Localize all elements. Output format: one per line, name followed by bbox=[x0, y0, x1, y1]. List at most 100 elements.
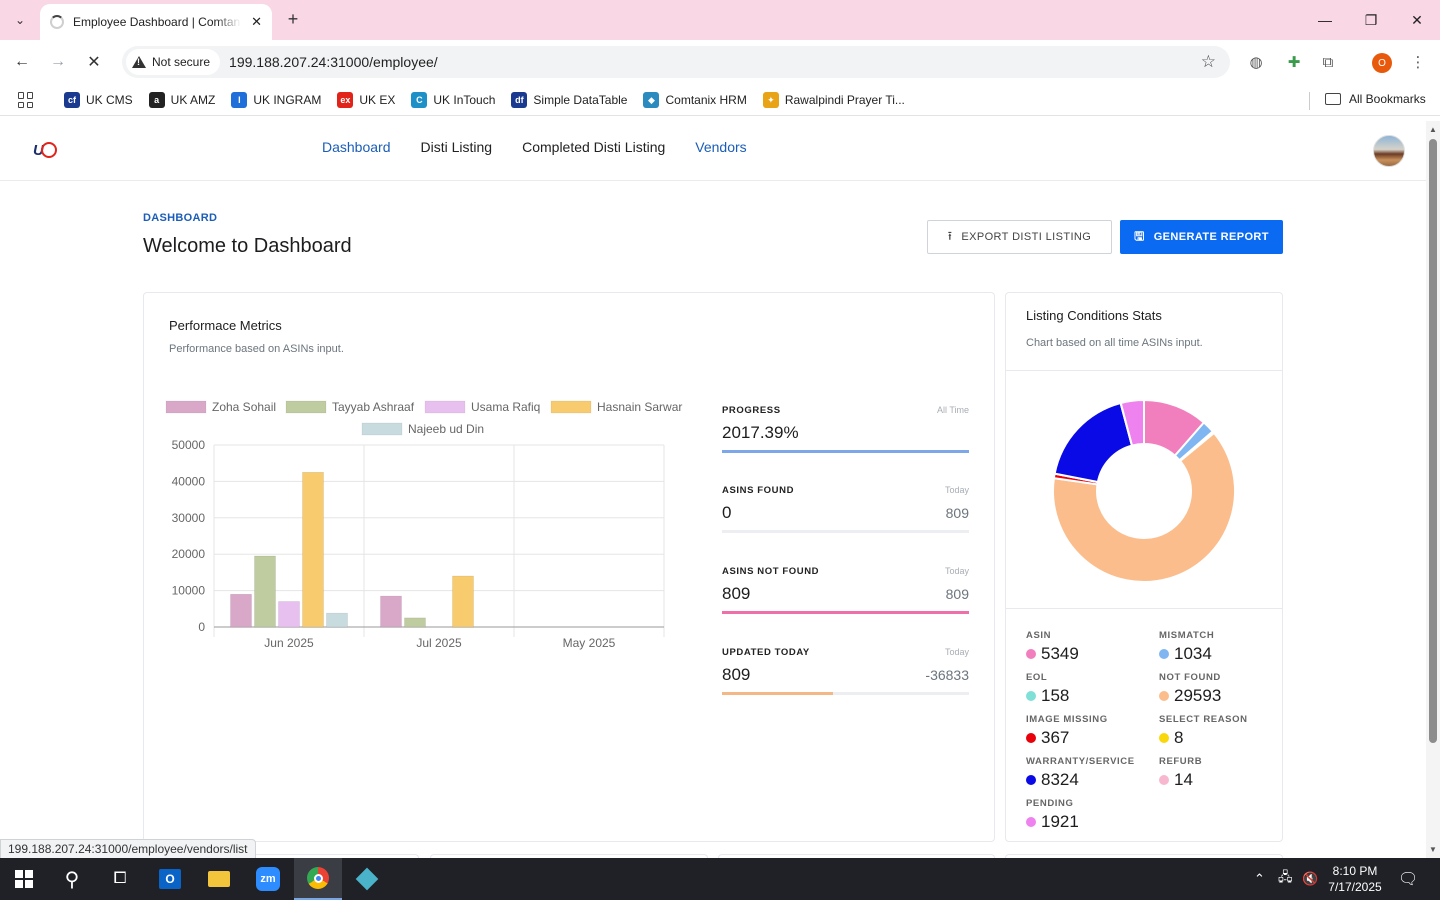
outlook-icon[interactable]: O bbox=[146, 858, 194, 900]
stat-select-reason: SELECT REASON 8 bbox=[1159, 714, 1279, 748]
stats-divider bbox=[1006, 608, 1282, 609]
volume-muted-icon[interactable]: 🔇 bbox=[1302, 871, 1319, 886]
stat-image-missing: IMAGE MISSING 367 bbox=[1026, 714, 1146, 748]
scroll-up-icon[interactable]: ▲ bbox=[1429, 125, 1437, 134]
bookmark-favicon-icon: ✦ bbox=[762, 92, 779, 108]
search-icon[interactable]: ⚲ bbox=[64, 868, 80, 891]
bookmark-star-icon[interactable]: ☆ bbox=[1200, 52, 1216, 71]
page-title: Welcome to Dashboard bbox=[143, 235, 352, 257]
nav-link-dashboard[interactable]: Dashboard bbox=[322, 139, 391, 155]
new-tab-icon[interactable]: + bbox=[287, 8, 299, 29]
stat-value: 5349 bbox=[1041, 644, 1079, 663]
stop-loading-icon[interactable]: ✕ bbox=[87, 54, 101, 71]
network-icon[interactable]: 🖧 bbox=[1278, 869, 1293, 884]
bookmark-item[interactable]: a UK AMZ bbox=[148, 92, 215, 108]
bookmark-item[interactable]: ✦ Rawalpindi Prayer Ti... bbox=[762, 92, 905, 108]
zoom-icon[interactable]: zm bbox=[244, 858, 292, 900]
chrome-icon[interactable] bbox=[294, 858, 342, 900]
stat-asin: ASIN 5349 bbox=[1026, 630, 1146, 664]
start-button[interactable] bbox=[0, 858, 48, 900]
restore-icon[interactable]: ❐ bbox=[1364, 11, 1378, 28]
stat-label: NOT FOUND bbox=[1159, 672, 1221, 683]
logo-mark-icon: U bbox=[33, 142, 44, 159]
upload-icon: ⭱ bbox=[947, 228, 953, 243]
close-tab-icon[interactable]: ✕ bbox=[251, 14, 262, 29]
browser-tab[interactable]: Employee Dashboard | Comtanix ✕ bbox=[40, 4, 272, 40]
nav-link-vendors[interactable]: Vendors bbox=[695, 139, 747, 155]
back-icon[interactable]: ← bbox=[14, 53, 30, 70]
minimize-icon[interactable]: — bbox=[1318, 12, 1332, 28]
metric-value: 809 bbox=[722, 665, 751, 684]
extensions-icon[interactable]: ⧉ bbox=[1322, 53, 1334, 71]
metric-progress-bar bbox=[722, 450, 969, 453]
task-view-icon[interactable]: ⧠ bbox=[113, 870, 127, 887]
nav-links: Dashboard Disti Listing Completed Disti Li… bbox=[322, 139, 777, 155]
stat-color-dot-icon bbox=[1159, 691, 1169, 701]
page-scrollbar[interactable]: ▲ ▼ bbox=[1426, 121, 1440, 858]
file-explorer-icon[interactable] bbox=[195, 858, 243, 900]
metric-period: Today bbox=[944, 647, 969, 657]
url-text[interactable]: 199.188.207.24:31000/employee/ bbox=[229, 54, 438, 70]
all-bookmarks-label: All Bookmarks bbox=[1349, 92, 1426, 106]
legend-swatch bbox=[424, 400, 466, 414]
forward-icon[interactable]: → bbox=[50, 53, 66, 70]
donut-slice-not-found[interactable] bbox=[1052, 431, 1236, 583]
page-content: U Dashboard Disti Listing Completed Disti … bbox=[0, 121, 1426, 858]
scroll-thumb[interactable] bbox=[1429, 139, 1437, 743]
generate-label: GENERATE REPORT bbox=[1153, 231, 1269, 243]
metric-value: 0 bbox=[722, 503, 732, 522]
stat-color-dot-icon bbox=[1026, 649, 1036, 659]
stat-mismatch: MISMATCH 1034 bbox=[1159, 630, 1279, 664]
legend-swatch bbox=[285, 400, 327, 414]
translate-icon[interactable]: ◍ bbox=[1249, 54, 1263, 71]
address-bar[interactable]: Not secure 199.188.207.24:31000/employee… bbox=[122, 46, 1230, 78]
menu-dots-icon[interactable]: ⋮ bbox=[1410, 54, 1426, 71]
donut-slice-pending[interactable] bbox=[1119, 398, 1145, 447]
bookmark-item[interactable]: ◆ Comtanix HRM bbox=[643, 92, 747, 108]
bookmark-item[interactable]: ex UK EX bbox=[337, 92, 395, 108]
bar-zoha-sohail bbox=[230, 593, 252, 628]
all-bookmarks-button[interactable]: All Bookmarks bbox=[1325, 92, 1426, 106]
donut-slice-warranty-service[interactable] bbox=[1053, 401, 1134, 484]
lower-card bbox=[430, 854, 708, 858]
bookmark-label: Comtanix HRM bbox=[665, 93, 747, 107]
bookmark-item[interactable]: cf UK CMS bbox=[64, 92, 133, 108]
notifications-icon[interactable]: 🗨 bbox=[1398, 871, 1419, 888]
x-tick-label: Jun 2025 bbox=[264, 636, 314, 650]
tab-search-icon[interactable]: ⌄ bbox=[14, 13, 26, 27]
stats-subtitle: Chart based on all time ASINs input. bbox=[1026, 337, 1203, 349]
stat-value: 1921 bbox=[1041, 812, 1079, 831]
bookmark-item[interactable]: C UK InTouch bbox=[411, 92, 495, 108]
bar-tayyab-ashraaf bbox=[404, 617, 426, 628]
export-disti-listing-button[interactable]: ⭱ EXPORT DISTI LISTING bbox=[927, 220, 1112, 254]
nav-link-disti-listing[interactable]: Disti Listing bbox=[420, 139, 493, 155]
stat-label: EOL bbox=[1026, 672, 1048, 683]
profile-avatar-icon[interactable]: O bbox=[1372, 53, 1392, 73]
y-tick-label: 10000 bbox=[172, 584, 206, 598]
user-avatar[interactable] bbox=[1373, 135, 1405, 167]
scroll-down-icon[interactable]: ▼ bbox=[1429, 845, 1437, 854]
show-hidden-icons-icon[interactable]: ⌃ bbox=[1254, 871, 1265, 886]
stat-value: 158 bbox=[1041, 686, 1070, 705]
apps-grid-icon[interactable] bbox=[18, 92, 34, 108]
generate-report-button[interactable]: 🖫 GENERATE REPORT bbox=[1120, 220, 1283, 254]
bookmark-item[interactable]: I UK INGRAM bbox=[231, 92, 321, 108]
uk-logo[interactable]: U bbox=[33, 140, 57, 162]
system-clock[interactable]: 8:10 PM 7/17/2025 bbox=[1320, 863, 1390, 895]
bookmark-item[interactable]: df Simple DataTable bbox=[511, 92, 627, 108]
stat-not-found: NOT FOUND 29593 bbox=[1159, 672, 1279, 706]
lower-card bbox=[1005, 854, 1283, 858]
security-label: Not secure bbox=[152, 55, 211, 69]
stat-warranty-service: WARRANTY/SERVICE 8324 bbox=[1026, 756, 1146, 790]
clock-date: 7/17/2025 bbox=[1328, 880, 1382, 894]
lower-card bbox=[718, 854, 995, 858]
nav-link-completed-disti-listing[interactable]: Completed Disti Listing bbox=[522, 139, 666, 155]
legend-label: Usama Rafiq bbox=[471, 400, 540, 414]
security-chip[interactable]: Not secure bbox=[126, 49, 221, 75]
app-diamond-icon[interactable] bbox=[343, 858, 391, 900]
extension-puzzle-green-icon[interactable]: ✚ bbox=[1287, 54, 1301, 71]
stat-color-dot-icon bbox=[1159, 733, 1169, 743]
window-controls: — ❐ ✕ bbox=[1302, 0, 1440, 40]
x-tick-label: May 2025 bbox=[563, 636, 616, 650]
close-window-icon[interactable]: ✕ bbox=[1411, 11, 1423, 28]
